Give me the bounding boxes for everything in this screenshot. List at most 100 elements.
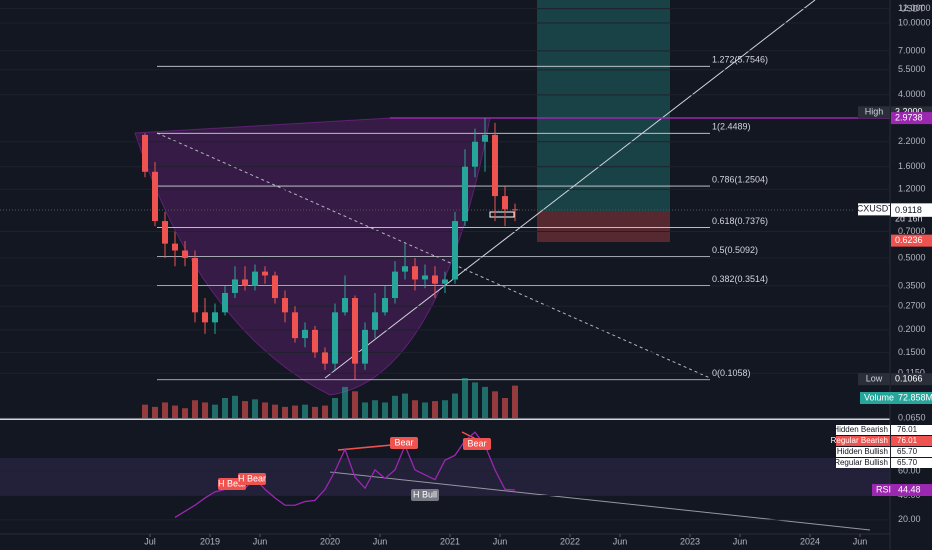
rsi-tag-name-box bbox=[836, 425, 890, 435]
rsi-tag-box bbox=[872, 484, 932, 497]
volume-bar bbox=[452, 393, 458, 418]
candle-body bbox=[242, 279, 248, 286]
marker-box bbox=[489, 211, 515, 218]
trend-line bbox=[156, 132, 711, 379]
annotation-label: H Bear bbox=[238, 473, 266, 483]
candle-body bbox=[442, 279, 448, 284]
candle-body bbox=[252, 271, 258, 286]
x-tick-label: Jun bbox=[733, 536, 748, 546]
volume-bar bbox=[232, 395, 238, 418]
rsi-tag-value-box bbox=[891, 436, 932, 446]
volume-bar bbox=[252, 399, 258, 418]
x-tick-label: 2023 bbox=[680, 536, 700, 546]
volume-bar bbox=[272, 404, 278, 418]
price-tag bbox=[891, 234, 932, 247]
x-tick-label: Jun bbox=[613, 536, 628, 546]
volume-bar bbox=[342, 386, 348, 418]
volume-bar bbox=[462, 378, 468, 418]
y-tick-label: 7.0000 bbox=[898, 45, 926, 55]
y-tick-label: 10.0000 bbox=[898, 17, 931, 27]
y-tick-label: 1.6000 bbox=[898, 161, 926, 171]
volume-bar bbox=[212, 404, 218, 418]
candle-body bbox=[202, 312, 208, 323]
volume-bar bbox=[402, 393, 408, 418]
price-tag-text: 0.9118 bbox=[895, 205, 922, 215]
x-tick-label: Jun bbox=[253, 536, 268, 546]
x-tick-label: Jul bbox=[144, 536, 156, 546]
rsi-tag-name-box bbox=[836, 458, 890, 468]
x-tick-label: Jun bbox=[373, 536, 388, 546]
y-tick-label: 0.1150 bbox=[898, 368, 925, 378]
volume-tag-value: 72.858M bbox=[898, 392, 932, 402]
annotation-box bbox=[390, 437, 418, 449]
volume-bar bbox=[332, 398, 338, 418]
y-tick-label: 0.2700 bbox=[898, 301, 926, 311]
volume-bar bbox=[302, 404, 308, 418]
candle-body bbox=[182, 250, 188, 258]
candle-body bbox=[192, 257, 198, 313]
candle-body bbox=[272, 275, 278, 299]
candle-body bbox=[452, 221, 458, 280]
candle-body bbox=[332, 312, 338, 364]
rsi-tag-name: RSI bbox=[876, 484, 891, 494]
x-tick-label: 2020 bbox=[320, 536, 340, 546]
annotation-label: Bear bbox=[394, 437, 413, 447]
price-tag-name-text: High bbox=[865, 107, 884, 117]
price-tag bbox=[891, 373, 932, 386]
candle-body bbox=[472, 141, 478, 167]
volume-bar bbox=[192, 400, 198, 418]
volume-tag-name: Volume bbox=[864, 392, 894, 402]
candle-body bbox=[152, 171, 158, 222]
divergence-line bbox=[329, 471, 871, 531]
x-tick-label: 2022 bbox=[560, 536, 580, 546]
fib-label: 0.786(1.2504) bbox=[712, 174, 768, 184]
price-tag-text: 0.6236 bbox=[895, 235, 923, 245]
candle-body bbox=[302, 329, 308, 339]
volume-bar bbox=[182, 408, 188, 418]
price-tag-name-text: ICXUSDT bbox=[854, 204, 894, 214]
volume-bar bbox=[322, 405, 328, 418]
rsi-tag-name: Regular Bullish bbox=[834, 458, 888, 467]
volume-bar bbox=[282, 406, 288, 418]
volume-bar bbox=[352, 391, 358, 418]
currency-label: USDT bbox=[900, 3, 925, 13]
x-tick-label: 2021 bbox=[440, 536, 460, 546]
rsi-band bbox=[0, 458, 890, 496]
candle-body bbox=[312, 329, 318, 353]
candle-body bbox=[512, 209, 518, 211]
volume-bar bbox=[362, 402, 368, 418]
volume-bar bbox=[502, 398, 508, 418]
y-tick-label: 5.5000 bbox=[898, 64, 926, 74]
candle-body bbox=[342, 298, 348, 313]
price-tag-name-text: Low bbox=[866, 374, 883, 384]
annotation-box bbox=[463, 438, 491, 450]
fib-label: 0.5(0.5092) bbox=[712, 245, 758, 255]
volume-bar bbox=[422, 402, 428, 418]
volume-bar bbox=[142, 404, 148, 418]
candle-body bbox=[412, 266, 418, 280]
y-tick-label: 0.5000 bbox=[898, 252, 926, 262]
y-tick-label: 0.1500 bbox=[898, 347, 926, 357]
candle-body bbox=[292, 312, 298, 339]
volume-bar bbox=[172, 405, 178, 418]
rsi-tag-value: 76.01 bbox=[897, 436, 918, 445]
x-tick-label: Jun bbox=[493, 536, 508, 546]
rsi-tag-name-box bbox=[836, 447, 890, 457]
rsi-tag-name-box bbox=[836, 436, 890, 446]
price-tag-text: 0.1066 bbox=[895, 374, 923, 384]
y-tick-label: 4.0000 bbox=[898, 89, 926, 99]
volume-bar bbox=[482, 386, 488, 418]
rsi-tag-value: 44.48 bbox=[898, 484, 921, 494]
price-tag bbox=[891, 204, 932, 217]
candle-body bbox=[502, 196, 508, 210]
candle-body bbox=[322, 352, 328, 364]
candle-body bbox=[422, 275, 428, 280]
price-tag-name bbox=[858, 106, 890, 119]
annotation-label: Bear bbox=[467, 438, 486, 448]
y-tick-label: 0.3500 bbox=[898, 280, 926, 290]
rsi-tag-value: 65.70 bbox=[897, 447, 918, 456]
volume-bar bbox=[292, 405, 298, 418]
rsi-tag-value-box bbox=[891, 425, 932, 435]
candle-body bbox=[172, 243, 178, 251]
